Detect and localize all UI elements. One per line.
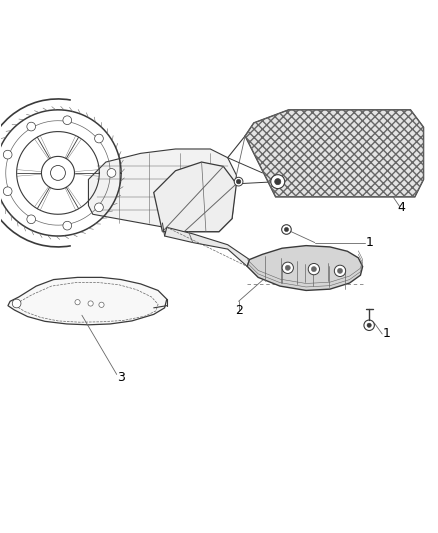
Polygon shape: [8, 277, 167, 325]
Circle shape: [271, 175, 285, 189]
Circle shape: [63, 116, 72, 125]
Text: 1: 1: [383, 327, 391, 341]
Text: 4: 4: [398, 201, 406, 214]
Circle shape: [367, 323, 371, 327]
Circle shape: [275, 179, 281, 184]
Circle shape: [63, 221, 72, 230]
Circle shape: [88, 301, 93, 306]
Polygon shape: [88, 149, 237, 232]
Circle shape: [99, 302, 104, 308]
Circle shape: [234, 177, 243, 186]
Circle shape: [237, 180, 241, 184]
Polygon shape: [247, 246, 363, 290]
Circle shape: [4, 150, 12, 159]
Circle shape: [27, 122, 35, 131]
Circle shape: [364, 320, 374, 330]
Circle shape: [107, 168, 116, 177]
Circle shape: [282, 262, 293, 273]
Text: 2: 2: [235, 303, 243, 317]
Polygon shape: [165, 228, 250, 266]
Polygon shape: [154, 162, 237, 232]
Polygon shape: [245, 110, 424, 197]
Circle shape: [95, 134, 103, 143]
Circle shape: [337, 268, 343, 273]
Circle shape: [50, 165, 65, 180]
Circle shape: [27, 215, 35, 224]
Text: 1: 1: [365, 236, 373, 249]
Circle shape: [285, 265, 290, 270]
Circle shape: [75, 300, 80, 305]
Circle shape: [334, 265, 346, 277]
Circle shape: [12, 299, 21, 308]
Circle shape: [4, 187, 12, 196]
Circle shape: [311, 266, 317, 272]
Circle shape: [308, 263, 320, 275]
Circle shape: [284, 228, 289, 232]
Circle shape: [282, 225, 291, 235]
Text: 3: 3: [117, 371, 125, 384]
Circle shape: [95, 203, 103, 212]
